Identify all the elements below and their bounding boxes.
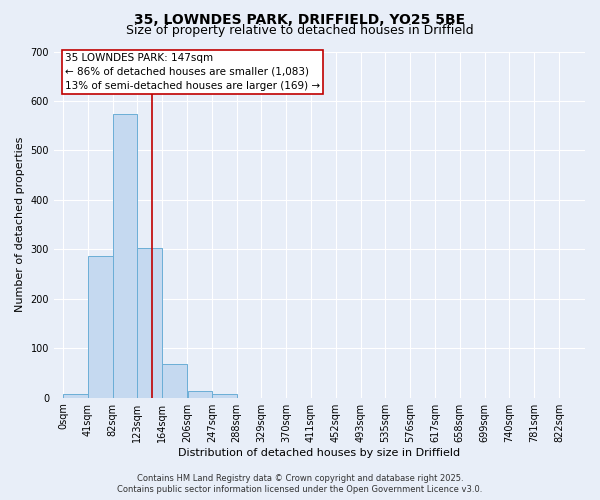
Bar <box>88 256 113 398</box>
Bar <box>63 394 88 398</box>
Bar <box>212 394 237 398</box>
Y-axis label: Number of detached properties: Number of detached properties <box>15 137 25 312</box>
Text: 35, LOWNDES PARK, DRIFFIELD, YO25 5BE: 35, LOWNDES PARK, DRIFFIELD, YO25 5BE <box>134 12 466 26</box>
X-axis label: Distribution of detached houses by size in Driffield: Distribution of detached houses by size … <box>178 448 461 458</box>
Bar <box>188 392 212 398</box>
Text: Size of property relative to detached houses in Driffield: Size of property relative to detached ho… <box>126 24 474 37</box>
Bar <box>137 248 162 398</box>
Bar <box>162 364 187 398</box>
Text: 35 LOWNDES PARK: 147sqm
← 86% of detached houses are smaller (1,083)
13% of semi: 35 LOWNDES PARK: 147sqm ← 86% of detache… <box>65 53 320 91</box>
Text: Contains HM Land Registry data © Crown copyright and database right 2025.
Contai: Contains HM Land Registry data © Crown c… <box>118 474 482 494</box>
Bar <box>113 114 137 398</box>
